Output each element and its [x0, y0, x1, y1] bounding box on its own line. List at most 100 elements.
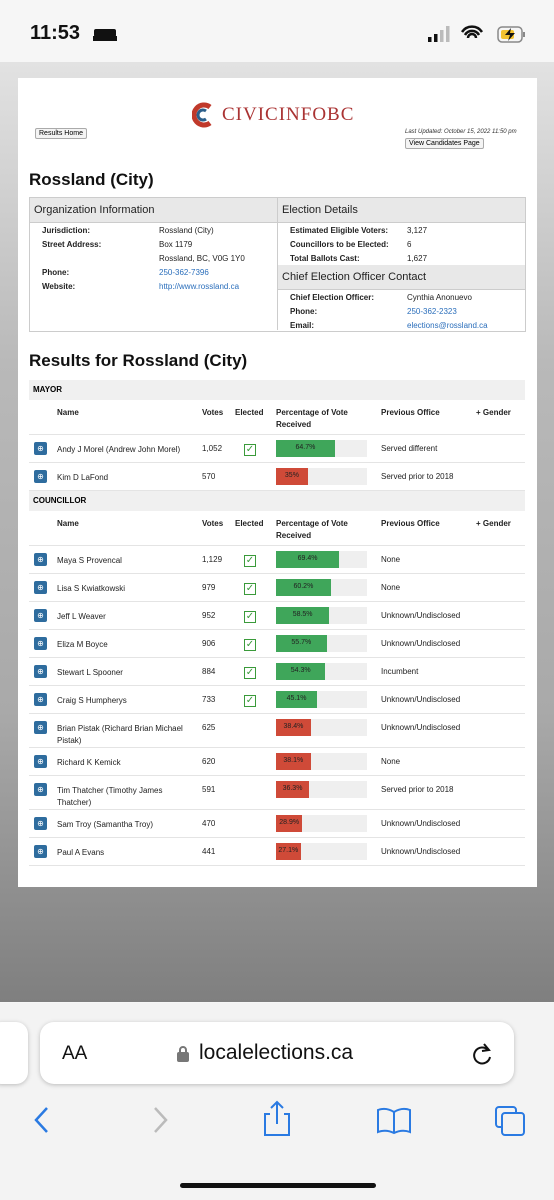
reload-button[interactable]: [470, 1041, 494, 1067]
candidate-name: Tim Thatcher (Timothy James Thatcher): [57, 786, 163, 807]
candidate-name: Andy J Morel (Andrew John Morel): [57, 445, 181, 454]
info-value: 3,127: [407, 226, 428, 235]
info-label: Website:: [42, 282, 76, 291]
column-header: Percentage of Vote Received: [276, 519, 348, 540]
share-button[interactable]: [264, 1100, 290, 1136]
detail-button[interactable]: ⊕: [34, 845, 47, 858]
previous-office: Served prior to 2018: [381, 785, 454, 794]
percent-track: [330, 579, 367, 596]
candidate-row: [29, 546, 525, 574]
tabs-button[interactable]: [495, 1106, 525, 1136]
votes: 1,052: [202, 444, 223, 453]
info-value[interactable]: http://www.rossland.ca: [159, 282, 240, 291]
info-label: Street Address:: [42, 240, 102, 249]
candidate-row: [29, 630, 525, 658]
detail-button[interactable]: ⊕: [34, 470, 47, 483]
detail-button[interactable]: ⊕: [34, 665, 47, 678]
percent-label: 28.9%: [279, 819, 300, 826]
percent-label: 38.1%: [283, 757, 304, 764]
percent-track: [317, 691, 367, 708]
detail-button[interactable]: ⊕: [34, 637, 47, 650]
percent-label: 55.7%: [291, 639, 312, 646]
previous-office: Unknown/Undisclosed: [381, 819, 461, 828]
prev-tab[interactable]: [0, 1022, 28, 1084]
votes: 733: [202, 695, 216, 704]
detail-button[interactable]: ⊕: [34, 553, 47, 566]
percent-bar: [276, 579, 331, 596]
votes: 620: [202, 757, 216, 766]
candidate-row: [29, 463, 525, 491]
bookmarks-button[interactable]: [377, 1107, 411, 1135]
address-bar[interactable]: [40, 1022, 514, 1084]
view-candidates-button[interactable]: View Candidates Page: [405, 138, 484, 149]
column-header[interactable]: + Gender: [476, 519, 511, 528]
candidate-row: [29, 658, 525, 686]
results-home-button[interactable]: Results Home: [35, 128, 87, 139]
back-button[interactable]: [34, 1107, 48, 1133]
info-box: [29, 197, 526, 332]
toolbar: [34, 1100, 525, 1136]
percent-bar: [276, 551, 340, 568]
elected-check: ✓: [244, 639, 256, 651]
candidate-name: Jeff L Weaver: [57, 612, 106, 621]
candidate-name: Craig S Humpherys: [57, 696, 127, 705]
percent-bar: [276, 843, 301, 860]
logo-mark: [192, 102, 212, 128]
candidate-row: [29, 714, 525, 748]
text-size-button[interactable]: AA: [62, 1043, 88, 1064]
column-header: Votes: [202, 519, 224, 528]
info-value[interactable]: elections@rossland.ca: [407, 321, 488, 330]
detail-button[interactable]: ⊕: [34, 721, 47, 734]
previous-office: Unknown/Undisclosed: [381, 639, 461, 648]
detail-button[interactable]: ⊕: [34, 581, 47, 594]
info-label: Councillors to be Elected:: [290, 240, 389, 249]
column-header: Name: [57, 408, 79, 417]
votes: 441: [202, 847, 216, 856]
detail-button[interactable]: ⊕: [34, 609, 47, 622]
info-label: Phone:: [42, 268, 70, 277]
detail-button[interactable]: ⊕: [34, 693, 47, 706]
percent-label: 60.2%: [293, 583, 314, 590]
candidate-name: Eliza M Boyce: [57, 640, 108, 649]
percent-label: 64.7%: [295, 444, 316, 451]
logo: CIVICINFOBC: [222, 104, 355, 125]
percent-bar: [276, 635, 327, 652]
percent-track: [307, 468, 367, 485]
clock: 11:53: [30, 22, 81, 44]
candidate-row: [29, 776, 525, 810]
info-value: 6: [407, 240, 412, 249]
previous-office: Served prior to 2018: [381, 472, 454, 481]
previous-office: None: [381, 583, 401, 592]
elected-check: ✓: [244, 444, 256, 456]
candidate-row: [29, 686, 525, 714]
lock-icon: [177, 1046, 189, 1062]
section-header: MAYOR: [29, 380, 525, 400]
results-title: Results for Rossland (City): [29, 351, 248, 370]
info-value[interactable]: 250-362-7396: [159, 268, 209, 277]
percent-label: 38.4%: [283, 723, 304, 730]
column-header: Percentage of Vote Received: [276, 408, 348, 429]
percent-bar: [276, 440, 335, 457]
detail-button[interactable]: ⊕: [34, 817, 47, 830]
percent-label: 45.1%: [286, 695, 307, 702]
percent-track: [309, 781, 367, 798]
column-header-row: [29, 400, 525, 435]
detail-button[interactable]: ⊕: [34, 442, 47, 455]
candidate-row: [29, 602, 525, 630]
candidate-row: [29, 748, 525, 776]
officer-heading: Chief Election Officer Contact: [278, 265, 525, 290]
section-header: COUNCILLOR: [29, 491, 525, 511]
detail-button[interactable]: ⊕: [34, 783, 47, 796]
percent-track: [334, 440, 367, 457]
column-header[interactable]: + Gender: [476, 408, 511, 417]
forward-button[interactable]: [154, 1107, 168, 1133]
info-label: Chief Election Officer:: [290, 293, 375, 302]
column-header: Previous Office: [381, 408, 440, 417]
page-title: Rossland (City): [29, 170, 154, 189]
info-value[interactable]: 250-362-2323: [407, 307, 457, 316]
percent-track: [310, 719, 367, 736]
org-heading: Organization Information: [30, 198, 278, 223]
previous-office: Served different: [381, 444, 438, 453]
previous-office: Unknown/Undisclosed: [381, 847, 461, 856]
detail-button[interactable]: ⊕: [34, 755, 47, 768]
